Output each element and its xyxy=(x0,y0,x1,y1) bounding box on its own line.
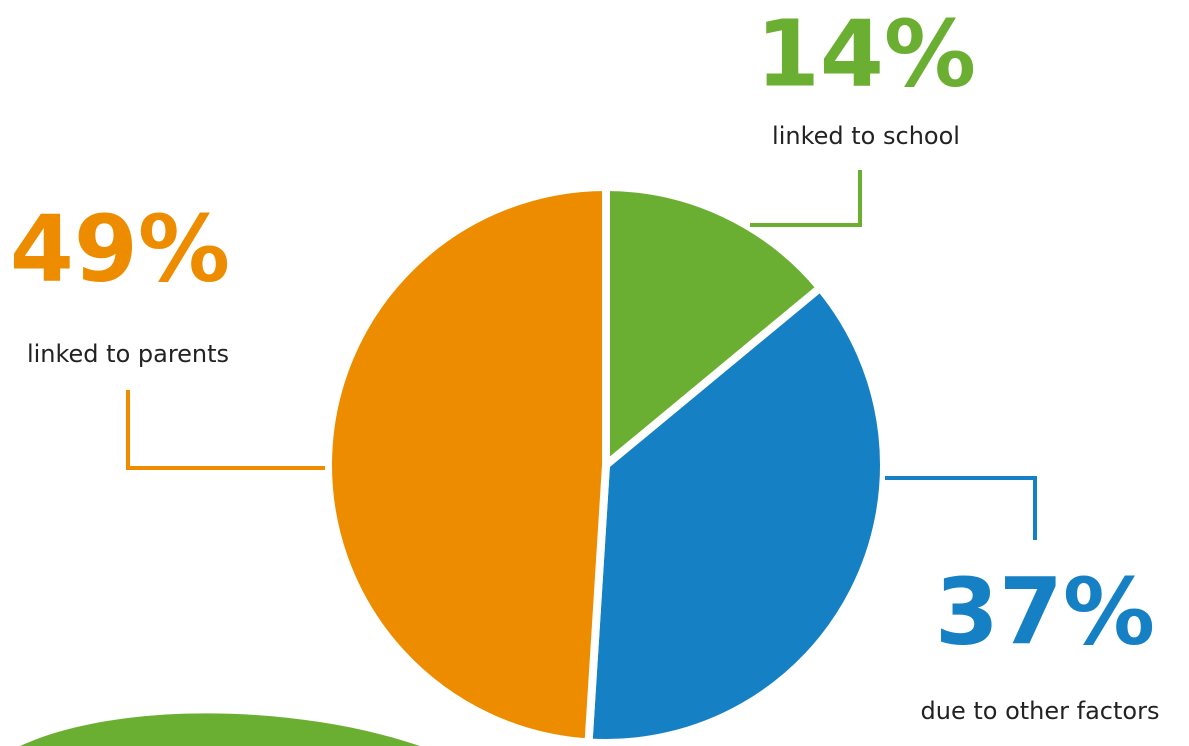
leader-line xyxy=(126,390,325,470)
category-label: due to other factors xyxy=(921,697,1160,725)
leader-line xyxy=(750,170,862,227)
pie-slice xyxy=(584,283,888,746)
decor-wave xyxy=(20,713,420,746)
category-label: linked to school xyxy=(772,122,960,150)
leader-line xyxy=(885,476,1037,540)
pie-slice xyxy=(324,183,610,746)
value-label: 49% xyxy=(10,195,230,302)
pie xyxy=(324,183,888,746)
value-label: 14% xyxy=(756,0,976,107)
pie-slice xyxy=(602,183,825,469)
value-label: 37% xyxy=(935,558,1155,665)
category-label: linked to parents xyxy=(27,340,229,368)
leader-lines xyxy=(126,170,1037,540)
